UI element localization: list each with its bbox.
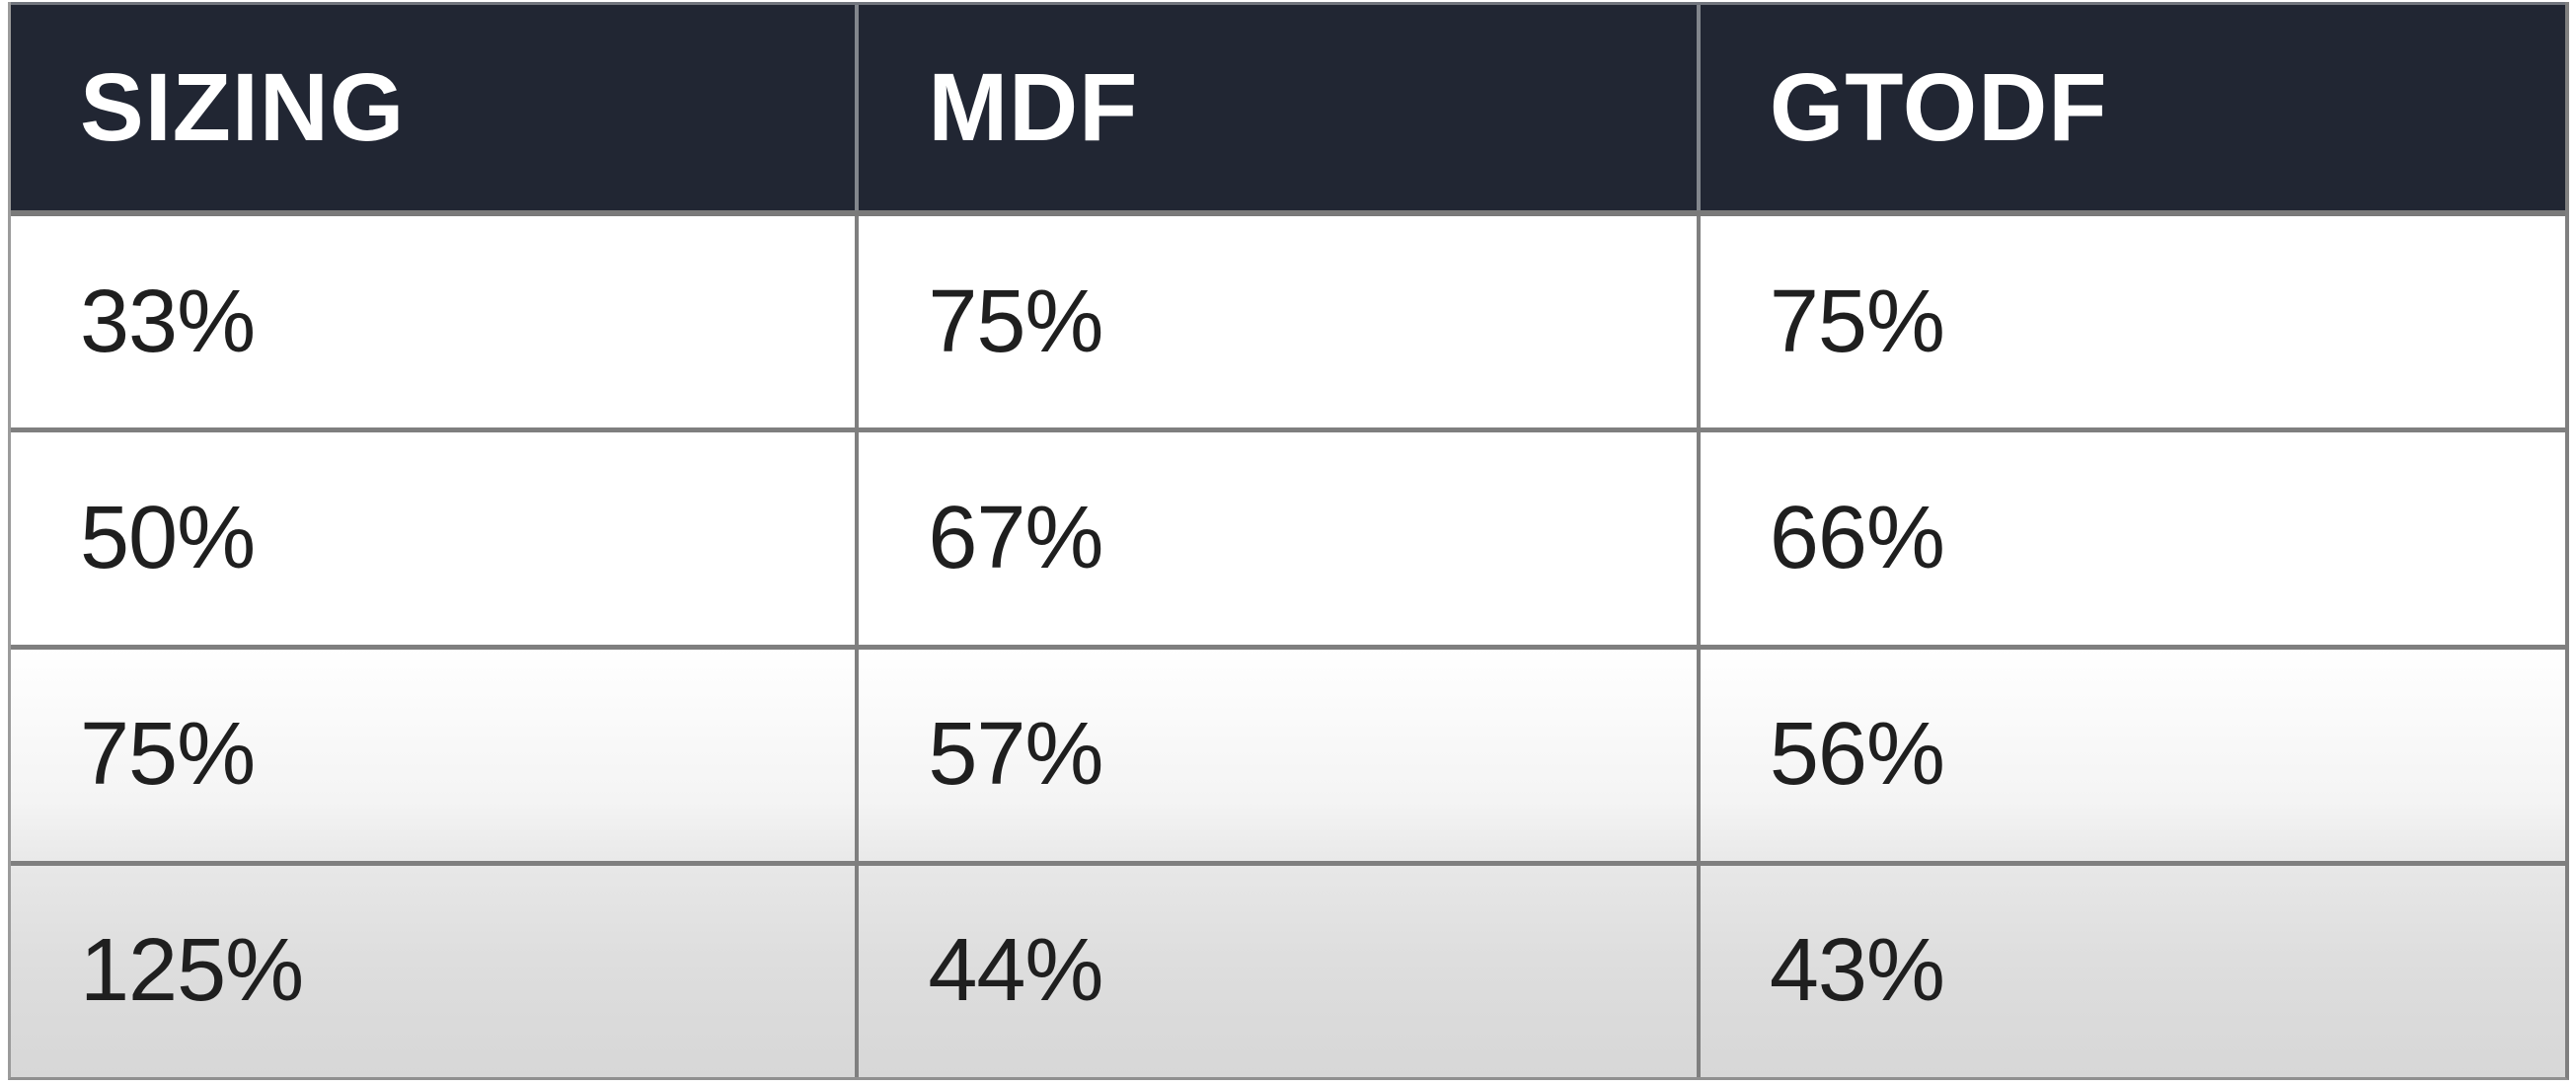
table-row: 33% 75% 75% <box>11 216 2565 433</box>
column-header-gtodf: GTODF <box>1696 5 2565 210</box>
table-cell: 75% <box>1696 216 2565 428</box>
table-cell: 50% <box>80 488 256 587</box>
data-table: SIZING MDF GTODF 33% 75% 75% 50% 67% 66%… <box>8 2 2569 1080</box>
table-cell: 75% <box>855 216 1696 428</box>
table-row: 75% 57% 56% <box>11 649 2565 866</box>
table-cell: 66% <box>1696 432 2565 645</box>
table-cell: 57% <box>855 649 1696 861</box>
table-cell: 44% <box>855 865 1696 1077</box>
table-header-row: SIZING MDF GTODF <box>11 2 2565 210</box>
column-header-mdf: MDF <box>855 5 1696 210</box>
column-header-sizing: SIZING <box>80 53 406 161</box>
table-cell: 75% <box>80 705 256 805</box>
table-cell: 125% <box>80 921 304 1021</box>
table-cell: 56% <box>1696 649 2565 861</box>
table-cell: 67% <box>855 432 1696 645</box>
table-cell: 43% <box>1696 865 2565 1077</box>
table-row: 125% 44% 43% <box>11 865 2565 1077</box>
table-cell: 33% <box>80 272 256 371</box>
table-body: 33% 75% 75% 50% 67% 66% 75% 57% 56% 125%… <box>11 210 2565 1077</box>
table-row: 50% 67% 66% <box>11 432 2565 650</box>
